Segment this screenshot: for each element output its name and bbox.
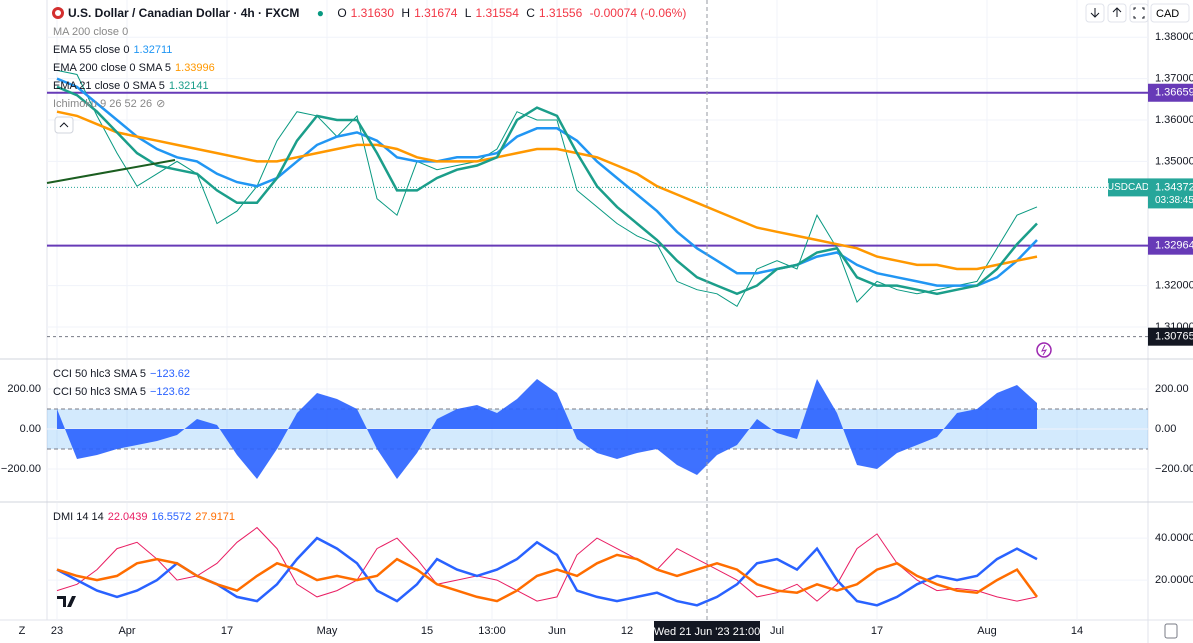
indicator-name[interactable]: DMI 14 14 bbox=[53, 511, 104, 523]
indicator-value: 1.32141 bbox=[168, 80, 209, 92]
change-value: -0.00074 (-0.06%) bbox=[589, 6, 687, 20]
x-tick-label: Aug bbox=[977, 625, 997, 637]
close-label: C bbox=[526, 6, 535, 20]
price-label: 1.30765 bbox=[1155, 331, 1193, 343]
indicator-legend: MA 200 close 0 EMA 55 close 0 1.32711 EMA… bbox=[53, 23, 219, 113]
indicator-value: 16.5572 bbox=[151, 511, 192, 523]
symbol-legend: U.S. Dollar / Canadian Dollar · 4h · FXC… bbox=[52, 4, 690, 22]
indicator-name[interactable]: EMA 55 close 0 bbox=[53, 44, 130, 56]
cci-legend: CCI 50 hlc3 SMA 5 −123.62 CCI 50 hlc3 SMA… bbox=[53, 365, 194, 401]
y-tick-label-left: 200.00 bbox=[7, 383, 41, 395]
indicator-value: 1.33996 bbox=[175, 62, 215, 74]
symbol-label: USDCAD bbox=[1107, 182, 1149, 193]
low-label: L bbox=[464, 6, 472, 20]
y-tick-label: 0.00 bbox=[1155, 423, 1176, 435]
x-tick-label: Jul bbox=[770, 625, 784, 637]
x-tick-label: Jun bbox=[548, 625, 566, 637]
low-value: 1.31554 bbox=[475, 6, 519, 20]
zoom-button[interactable]: Z bbox=[19, 625, 26, 637]
indicator-name[interactable]: Ichimoku 9 26 52 26 bbox=[53, 98, 153, 110]
indicator-value: −123.62 bbox=[149, 368, 191, 380]
indicator-name[interactable]: CCI 50 hlc3 SMA 5 bbox=[53, 368, 146, 380]
y-tick-label: 1.36000 bbox=[1155, 114, 1193, 126]
indicator-name[interactable]: EMA 21 close 0 SMA 5 bbox=[53, 80, 165, 92]
indicator-value: 27.9171 bbox=[195, 511, 236, 523]
price-label: 1.32964 bbox=[1155, 240, 1193, 252]
x-tick-label: 15 bbox=[421, 625, 433, 637]
open-value: 1.31630 bbox=[350, 6, 395, 20]
price-label-box bbox=[1148, 236, 1193, 255]
symbol-title: U.S. Dollar / Canadian Dollar · 4h · FXC… bbox=[68, 6, 300, 20]
x-tick-label: 12 bbox=[621, 625, 633, 637]
indicator-name[interactable]: EMA 200 close 0 SMA 5 bbox=[53, 62, 172, 74]
currency[interactable]: CAD bbox=[1156, 8, 1179, 20]
symbol-label-box bbox=[1108, 178, 1148, 197]
y-tick-label: −200.00 bbox=[1155, 463, 1193, 475]
x-tick-label: 17 bbox=[221, 625, 233, 637]
price-label-box bbox=[1148, 83, 1193, 102]
indicator-value: 22.0439 bbox=[107, 511, 148, 523]
series-line bbox=[56, 77, 1038, 287]
series-line bbox=[56, 553, 1039, 603]
last-price: 1.34372 bbox=[1155, 181, 1193, 193]
logo bbox=[57, 596, 76, 607]
y-tick-label: 200.00 bbox=[1155, 383, 1189, 395]
trend-line bbox=[46, 159, 176, 184]
y-tick-label: 1.32000 bbox=[1155, 279, 1193, 291]
high-label: H bbox=[401, 6, 411, 20]
indicator-value: 1.32711 bbox=[133, 44, 173, 56]
settings-icon[interactable] bbox=[1164, 623, 1178, 639]
x-tick-label: 23 bbox=[51, 625, 63, 637]
cci-area bbox=[57, 379, 1037, 479]
status-dot: ● bbox=[316, 6, 324, 20]
indicator-name[interactable]: CCI 50 hlc3 SMA 5 bbox=[53, 386, 146, 398]
close-value: 1.31556 bbox=[538, 6, 583, 20]
last-price-box bbox=[1148, 178, 1193, 209]
x-tick-label: Apr bbox=[118, 625, 135, 637]
price-label: 1.36659 bbox=[1155, 87, 1193, 99]
y-tick-label: 40.0000 bbox=[1155, 532, 1193, 544]
y-tick-label: 1.38000 bbox=[1155, 31, 1193, 43]
indicator-value: −123.62 bbox=[149, 386, 191, 398]
price-label-box bbox=[1148, 327, 1193, 346]
crosshair-label-box bbox=[654, 621, 760, 641]
series-line bbox=[56, 526, 1038, 602]
dmi-legend: DMI 14 14 22.0439 16.5572 27.9171 bbox=[53, 508, 239, 526]
x-tick-label: 17 bbox=[871, 625, 883, 637]
x-tick-label: May bbox=[317, 625, 338, 637]
y-tick-label: 20.0000 bbox=[1155, 574, 1193, 586]
countdown: 03:38:45 bbox=[1155, 195, 1193, 206]
indicator-name[interactable]: MA 200 close 0 bbox=[53, 26, 129, 38]
toolbar-buttons[interactable] bbox=[1085, 3, 1190, 23]
x-tick-label: 14 bbox=[1071, 625, 1083, 637]
collapse-button[interactable] bbox=[54, 116, 74, 134]
hidden-icon[interactable]: ⊘ bbox=[156, 98, 166, 110]
flag-icon bbox=[52, 7, 64, 19]
series-line bbox=[56, 110, 1038, 271]
y-tick-label-left: −200.00 bbox=[1, 463, 41, 475]
crosshair-label: Wed 21 Jun '23 21:00 bbox=[654, 626, 760, 638]
open-label: O bbox=[337, 6, 347, 20]
y-tick-label: 1.37000 bbox=[1155, 73, 1193, 85]
x-tick-label: 13:00 bbox=[478, 625, 506, 637]
alert-icon[interactable] bbox=[1036, 342, 1052, 358]
high-value: 1.31674 bbox=[414, 6, 458, 20]
y-tick-label-left: 0.00 bbox=[20, 423, 41, 435]
y-tick-label: 1.35000 bbox=[1155, 155, 1193, 167]
series-line bbox=[56, 85, 1038, 296]
